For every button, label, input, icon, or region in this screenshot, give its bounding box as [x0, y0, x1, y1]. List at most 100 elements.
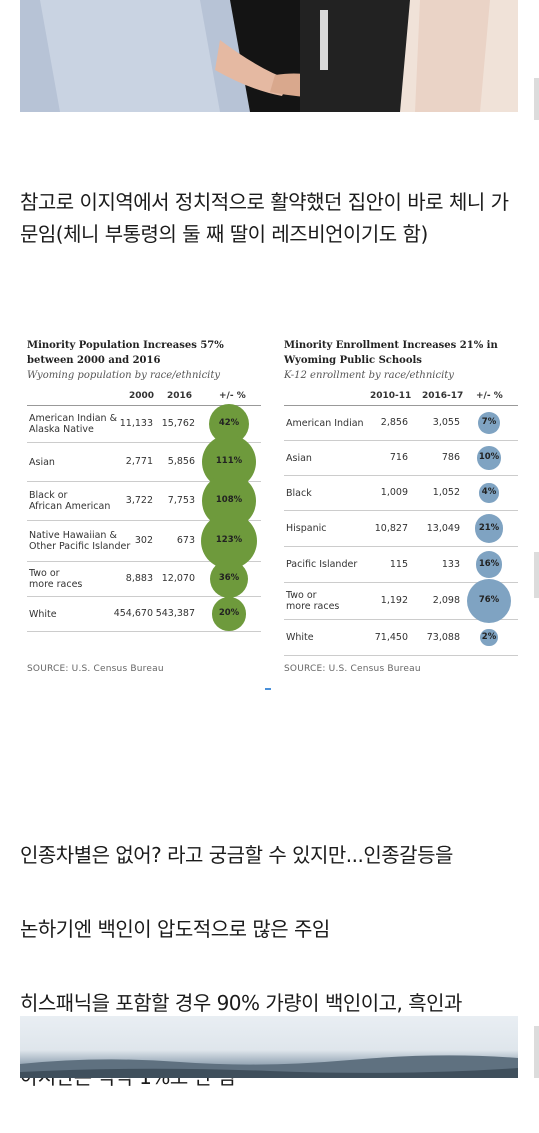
change-percent: 36% — [218, 573, 240, 583]
paragraph-1: 참고로 이지역에서 정치적으로 활약했던 집안이 바로 체니 가문임(체니 부통… — [20, 190, 509, 246]
row-label: White — [286, 632, 314, 643]
row-label-line: Native Hawaiian & — [29, 530, 117, 541]
change-bubble — [477, 446, 501, 470]
table-row: White 454,670 543,387 20% — [27, 597, 261, 632]
left-header-col3: +/- % — [219, 391, 246, 401]
scroll-edge-mark — [534, 78, 539, 120]
row-label: Hispanic — [286, 523, 326, 534]
cell-value: 2,856 — [380, 417, 408, 428]
cell-value: 71,450 — [374, 631, 408, 643]
cell-value: 3,055 — [432, 417, 460, 428]
change-percent: 111% — [215, 456, 243, 466]
row-label-line: White — [286, 632, 314, 643]
row-label-line: Asian — [286, 453, 312, 464]
table-row: Pacific Islander 115 133 16% — [284, 547, 518, 583]
row-label: Asian — [29, 457, 55, 468]
row-label-line: White — [29, 609, 57, 620]
change-bubble — [480, 628, 498, 647]
table-row: White 71,450 73,088 2% — [284, 620, 518, 656]
row-label-line: more races — [29, 579, 83, 590]
row-label-line: Two or — [29, 568, 60, 579]
table-row: Black 1,009 1,052 4% — [284, 476, 518, 511]
change-percent: 4% — [481, 487, 497, 497]
right-header-col3: +/- % — [476, 391, 503, 401]
table-row: Two or more races 8,883 12,070 36% — [27, 559, 261, 599]
paragraph-2: 인종차별은 없어? 라고 궁금할 수 있지만...인종갈등을 논하기엔 백인이 … — [20, 800, 525, 1133]
cell-value: 2,098 — [432, 595, 460, 606]
change-percent: 16% — [478, 558, 500, 569]
cell-value: 115 — [389, 558, 408, 570]
row-label: White — [29, 609, 57, 620]
right-table-panel: Minority Enrollment Increases 21% in Wyo… — [284, 338, 518, 656]
change-bubble — [475, 551, 503, 578]
cell-value: 73,088 — [426, 631, 460, 643]
left-table-title-line2: between 2000 and 2016 — [27, 355, 161, 366]
row-label: American Indian & Alaska Native — [29, 413, 117, 435]
row-label-line: American Indian — [286, 418, 364, 429]
change-bubble — [209, 559, 249, 599]
left-table-subtitle: Wyoming population by race/ethnicity — [27, 370, 221, 381]
paragraph-2-line-2: 논하기엔 백인이 압도적으로 많은 주임 — [20, 917, 330, 941]
cell-value: 543,387 — [155, 608, 195, 619]
right-header-col2: 2016-17 — [422, 391, 464, 401]
row-label-line: African American — [29, 501, 111, 512]
cell-value: 454,670 — [113, 608, 153, 619]
row-label-line: Pacific Islander — [286, 559, 358, 570]
cell-value: 11,133 — [119, 418, 153, 429]
table-row: American Indian & Alaska Native 11,133 15,7… — [27, 403, 261, 445]
change-percent: 21% — [478, 522, 500, 533]
cell-value: 3,722 — [125, 495, 153, 506]
table-row: Two or more races 1,192 2,098 76% — [284, 579, 518, 623]
change-percent: 20% — [218, 608, 240, 618]
row-label: Black or African American — [29, 490, 110, 512]
scroll-edge-mark-3 — [534, 1026, 539, 1078]
row-label-line: Black — [286, 488, 312, 499]
left-table-header: 2000 2016 +/- % — [27, 387, 261, 406]
paragraph-2-line-1: 인종차별은 없어? 라고 궁금할 수 있지만...인종갈등을 — [20, 843, 453, 867]
cell-value: 133 — [441, 558, 460, 570]
left-source: SOURCE: U.S. Census Bureau — [27, 664, 164, 674]
cell-value: 673 — [176, 535, 195, 546]
right-table-title-line1: Minority Enrollment Increases 21% in — [284, 340, 498, 351]
right-table-header: 2010-11 2016-17 +/- % — [284, 387, 518, 406]
cell-value: 12,070 — [161, 573, 195, 584]
carousel-pager-indicator[interactable] — [265, 688, 271, 690]
left-table-panel: Minority Population Increases 57% betwee… — [27, 338, 261, 632]
table-row: American Indian 2,856 3,055 7% — [284, 406, 518, 441]
row-label-line: Two or — [286, 590, 317, 601]
paragraph-2-line-3: 히스패닉을 포함할 경우 90% 가량이 백인이고, 흑인과 — [20, 991, 462, 1015]
change-bubble — [467, 579, 511, 623]
left-header-col2: 2016 — [167, 391, 193, 401]
change-bubble — [474, 514, 504, 543]
cell-value: 1,052 — [432, 487, 460, 498]
cell-value: 10,827 — [374, 522, 408, 534]
change-percent: 42% — [218, 418, 240, 428]
row-label: Native Hawaiian & Other Pacific Islander — [29, 530, 130, 552]
cell-value: 8,883 — [125, 573, 153, 584]
row-label: Asian — [286, 453, 312, 464]
row-label: Black — [286, 488, 312, 499]
change-percent: 2% — [481, 631, 497, 642]
bottom-photo — [20, 1016, 518, 1078]
cell-value: 786 — [441, 452, 460, 463]
change-percent: 123% — [215, 535, 243, 545]
left-header-col1: 2000 — [129, 391, 155, 401]
table-row: Hispanic 10,827 13,049 21% — [284, 511, 518, 547]
left-table-title-line1: Minority Population Increases 57% — [27, 340, 224, 351]
row-label-line: American Indian & — [29, 413, 117, 424]
cell-value: 1,009 — [380, 487, 408, 498]
scroll-edge-mark-2 — [534, 552, 539, 598]
row-label-line: Hispanic — [286, 523, 327, 534]
right-table-rows: American Indian 2,856 3,055 7% Asian 716 786 10… — [284, 406, 518, 656]
cell-value: 15,762 — [161, 418, 195, 429]
row-label-line: more races — [286, 601, 340, 612]
cell-value: 5,856 — [167, 456, 195, 467]
change-bubble — [478, 412, 500, 434]
right-table-subtitle: K-12 enrollment by race/ethnicity — [284, 370, 454, 381]
row-label-line: Asian — [29, 457, 55, 468]
change-percent: 7% — [481, 417, 497, 427]
change-percent: 108% — [215, 495, 243, 505]
top-photo — [20, 0, 518, 112]
table-row: Asian 716 786 10% — [284, 441, 518, 476]
cell-value: 302 — [134, 535, 153, 546]
